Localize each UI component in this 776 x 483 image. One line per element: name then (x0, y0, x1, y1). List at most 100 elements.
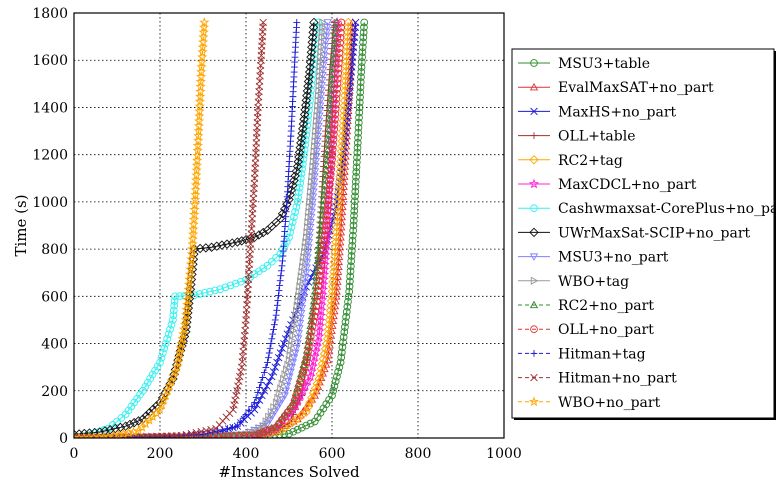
legend-marker (530, 59, 538, 67)
data-point (347, 247, 356, 255)
data-point (335, 171, 345, 182)
data-point (334, 59, 343, 67)
data-point (250, 431, 259, 438)
data-point (333, 267, 343, 275)
legend-marker (529, 82, 539, 91)
data-point (305, 62, 315, 72)
data-point (335, 161, 346, 172)
data-point (230, 401, 238, 409)
data-point (323, 329, 333, 339)
data-point (246, 273, 255, 281)
data-point (214, 432, 223, 438)
data-point (277, 272, 285, 280)
data-point (298, 423, 306, 432)
data-point (232, 391, 240, 400)
data-point (329, 311, 338, 320)
data-point (316, 231, 325, 239)
data-point (309, 296, 319, 305)
data-point (358, 48, 367, 57)
data-point (329, 135, 338, 144)
data-point (358, 53, 366, 62)
data-point (278, 262, 286, 270)
data-point (209, 432, 218, 438)
data-point (296, 133, 307, 143)
data-point (269, 330, 277, 338)
legend-entry: OLL+no_part (518, 322, 654, 338)
data-point (279, 423, 290, 433)
data-point (290, 321, 299, 330)
data-point (318, 37, 326, 47)
data-point (146, 374, 155, 383)
legend-marker (529, 253, 539, 261)
data-point (295, 188, 303, 197)
data-point (321, 339, 332, 349)
data-point (336, 237, 345, 246)
data-point (324, 345, 334, 354)
data-point (357, 68, 366, 76)
data-point (259, 18, 267, 27)
data-point (343, 17, 354, 28)
data-point (357, 58, 366, 66)
data-point (319, 349, 330, 359)
data-point (143, 378, 152, 387)
data-point (285, 429, 293, 438)
series-13 (74, 18, 267, 438)
data-point (153, 362, 162, 371)
data-point (259, 374, 267, 381)
data-point (354, 133, 362, 142)
data-point (307, 361, 318, 371)
legend-label: OLL+table (558, 129, 636, 145)
data-point (344, 292, 353, 301)
data-point (295, 291, 303, 301)
data-point (121, 410, 130, 419)
legend-label: MSU3+no_part (558, 250, 669, 266)
data-point (211, 286, 219, 295)
data-point (294, 152, 304, 162)
series-14 (74, 17, 210, 438)
data-point (234, 382, 242, 390)
data-point (313, 297, 321, 305)
data-point (336, 156, 346, 167)
data-point (314, 18, 323, 27)
legend-marker (530, 107, 538, 116)
series-line (74, 22, 319, 438)
data-point (301, 100, 311, 110)
legend-box (511, 48, 775, 419)
data-point (297, 410, 307, 420)
data-point (334, 368, 342, 376)
data-point (337, 212, 346, 221)
data-point (356, 88, 365, 97)
data-point (301, 242, 310, 252)
data-point (338, 121, 348, 131)
data-point (151, 366, 159, 375)
data-point (270, 325, 277, 333)
data-point (355, 108, 364, 117)
data-point (250, 270, 259, 278)
data-point (339, 177, 349, 185)
y-tick-label: 1800 (32, 6, 68, 22)
data-point (332, 99, 340, 108)
data-point (289, 175, 299, 186)
data-point (329, 386, 338, 395)
data-point (321, 231, 329, 240)
data-point (300, 105, 310, 115)
data-point (315, 236, 325, 244)
data-point (270, 408, 280, 417)
data-point (354, 118, 363, 127)
data-point (306, 52, 316, 62)
data-point (315, 91, 323, 100)
data-point (296, 138, 306, 148)
data-point (275, 388, 284, 398)
data-point (290, 326, 298, 335)
y-tick-label: 0 (59, 431, 68, 447)
data-point (327, 160, 336, 169)
data-point (324, 196, 333, 204)
legend: MSU3+table EvalMaxSAT+no_part MaxHS+no_par… (511, 48, 776, 420)
data-point (351, 192, 359, 201)
data-point (169, 311, 178, 320)
data-point (291, 208, 299, 216)
data-point (353, 139, 362, 147)
data-point (296, 282, 304, 291)
data-point (312, 336, 324, 346)
data-point (356, 78, 365, 86)
